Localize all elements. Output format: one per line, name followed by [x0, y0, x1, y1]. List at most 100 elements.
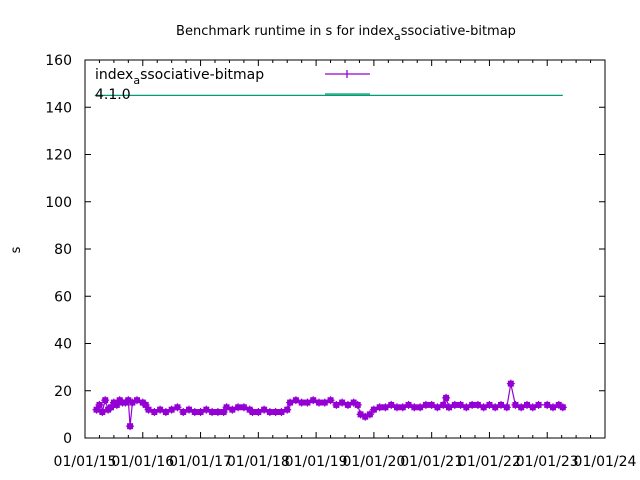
data-point — [320, 398, 329, 407]
y-tick-label: 40 — [54, 337, 72, 353]
point-band — [125, 397, 132, 404]
point-band — [417, 404, 424, 411]
y-tick-label: 160 — [45, 53, 72, 69]
data-point — [161, 408, 170, 417]
data-point — [506, 379, 515, 388]
data-point — [462, 403, 471, 412]
point-band — [191, 409, 198, 416]
point-band — [99, 409, 106, 416]
data-point — [511, 400, 520, 409]
point-band — [344, 401, 351, 408]
data-point — [228, 405, 237, 414]
legend-label-series-2: 4.1.0 — [95, 87, 131, 103]
data-point — [398, 403, 407, 412]
point-band — [113, 401, 120, 408]
y-tick-label: 60 — [54, 289, 72, 305]
point-band — [443, 394, 450, 401]
point-band — [261, 406, 268, 413]
chart-title: Benchmark runtime in s for indexassociat… — [176, 24, 516, 43]
point-band — [422, 401, 429, 408]
point-band — [440, 401, 447, 408]
point-band — [157, 406, 164, 413]
data-point — [98, 408, 107, 417]
data-point — [202, 405, 211, 414]
x-tick-label: 01/01/19 — [285, 454, 348, 470]
data-point — [95, 400, 104, 409]
point-band — [93, 406, 100, 413]
point-band — [151, 409, 158, 416]
data-point — [387, 400, 396, 409]
point-band — [229, 406, 236, 413]
data-point — [222, 403, 231, 412]
x-tick-label: 01/01/24 — [574, 454, 637, 470]
plot-border — [84, 59, 606, 439]
point-band — [550, 404, 556, 411]
point-band — [127, 423, 134, 430]
point-band — [240, 404, 247, 411]
point-band — [235, 404, 242, 411]
point-band — [162, 409, 169, 416]
data-point — [416, 403, 425, 412]
data-point — [144, 405, 153, 414]
point-band — [108, 404, 114, 411]
data-point — [332, 400, 341, 409]
chart-title-main: Benchmark runtime in s for index — [176, 24, 394, 39]
point-band — [388, 401, 395, 408]
point-band — [333, 401, 340, 408]
point-band — [220, 409, 227, 416]
point-band — [486, 401, 493, 408]
point-band — [503, 404, 510, 411]
point-band — [405, 401, 412, 408]
point-band — [203, 406, 210, 413]
point-band — [272, 409, 279, 416]
data-point — [179, 408, 188, 417]
data-point — [291, 396, 300, 405]
data-point — [286, 398, 295, 407]
x-tick-label: 01/01/23 — [516, 454, 579, 470]
point-band — [555, 401, 562, 408]
data-point — [491, 403, 500, 412]
point-band — [469, 401, 476, 408]
point-band — [174, 404, 181, 411]
point-band — [399, 404, 406, 411]
x-tick-label: 01/01/21 — [400, 454, 463, 470]
point-band — [287, 399, 294, 406]
point-band — [382, 404, 389, 411]
point-band — [310, 397, 317, 404]
data-point — [277, 408, 286, 417]
data-point — [502, 403, 511, 412]
data-point — [156, 405, 165, 414]
point-band — [492, 404, 499, 411]
data-point — [150, 408, 159, 417]
point-band — [327, 397, 334, 404]
point-band — [339, 399, 346, 406]
data-point — [303, 398, 312, 407]
data-point — [239, 403, 248, 412]
data-point — [439, 400, 448, 409]
legend: indexassociative-bitmap 4.1.0 — [95, 67, 370, 103]
point-band — [376, 404, 383, 411]
x-tick-label: 01/01/16 — [111, 454, 174, 470]
data-point — [353, 400, 362, 409]
series-layer — [92, 94, 567, 431]
data-point — [543, 400, 552, 409]
chart-title-sub: a — [394, 30, 401, 43]
point-band — [524, 401, 530, 408]
legend-label-series-1: indexassociative-bitmap — [95, 67, 264, 87]
data-point — [534, 400, 543, 409]
point-band — [366, 411, 373, 418]
point-band — [559, 404, 566, 411]
point-band — [186, 406, 192, 413]
y-tick-label: 0 — [63, 431, 72, 447]
point-band — [145, 406, 152, 413]
point-band — [354, 401, 361, 408]
data-point — [283, 405, 292, 414]
point-band — [298, 399, 305, 406]
point-band — [451, 401, 458, 408]
x-tick-label: 01/01/18 — [227, 454, 290, 470]
data-point — [456, 400, 465, 409]
data-point — [549, 403, 557, 412]
data-point — [473, 400, 482, 409]
point-band — [209, 409, 216, 416]
